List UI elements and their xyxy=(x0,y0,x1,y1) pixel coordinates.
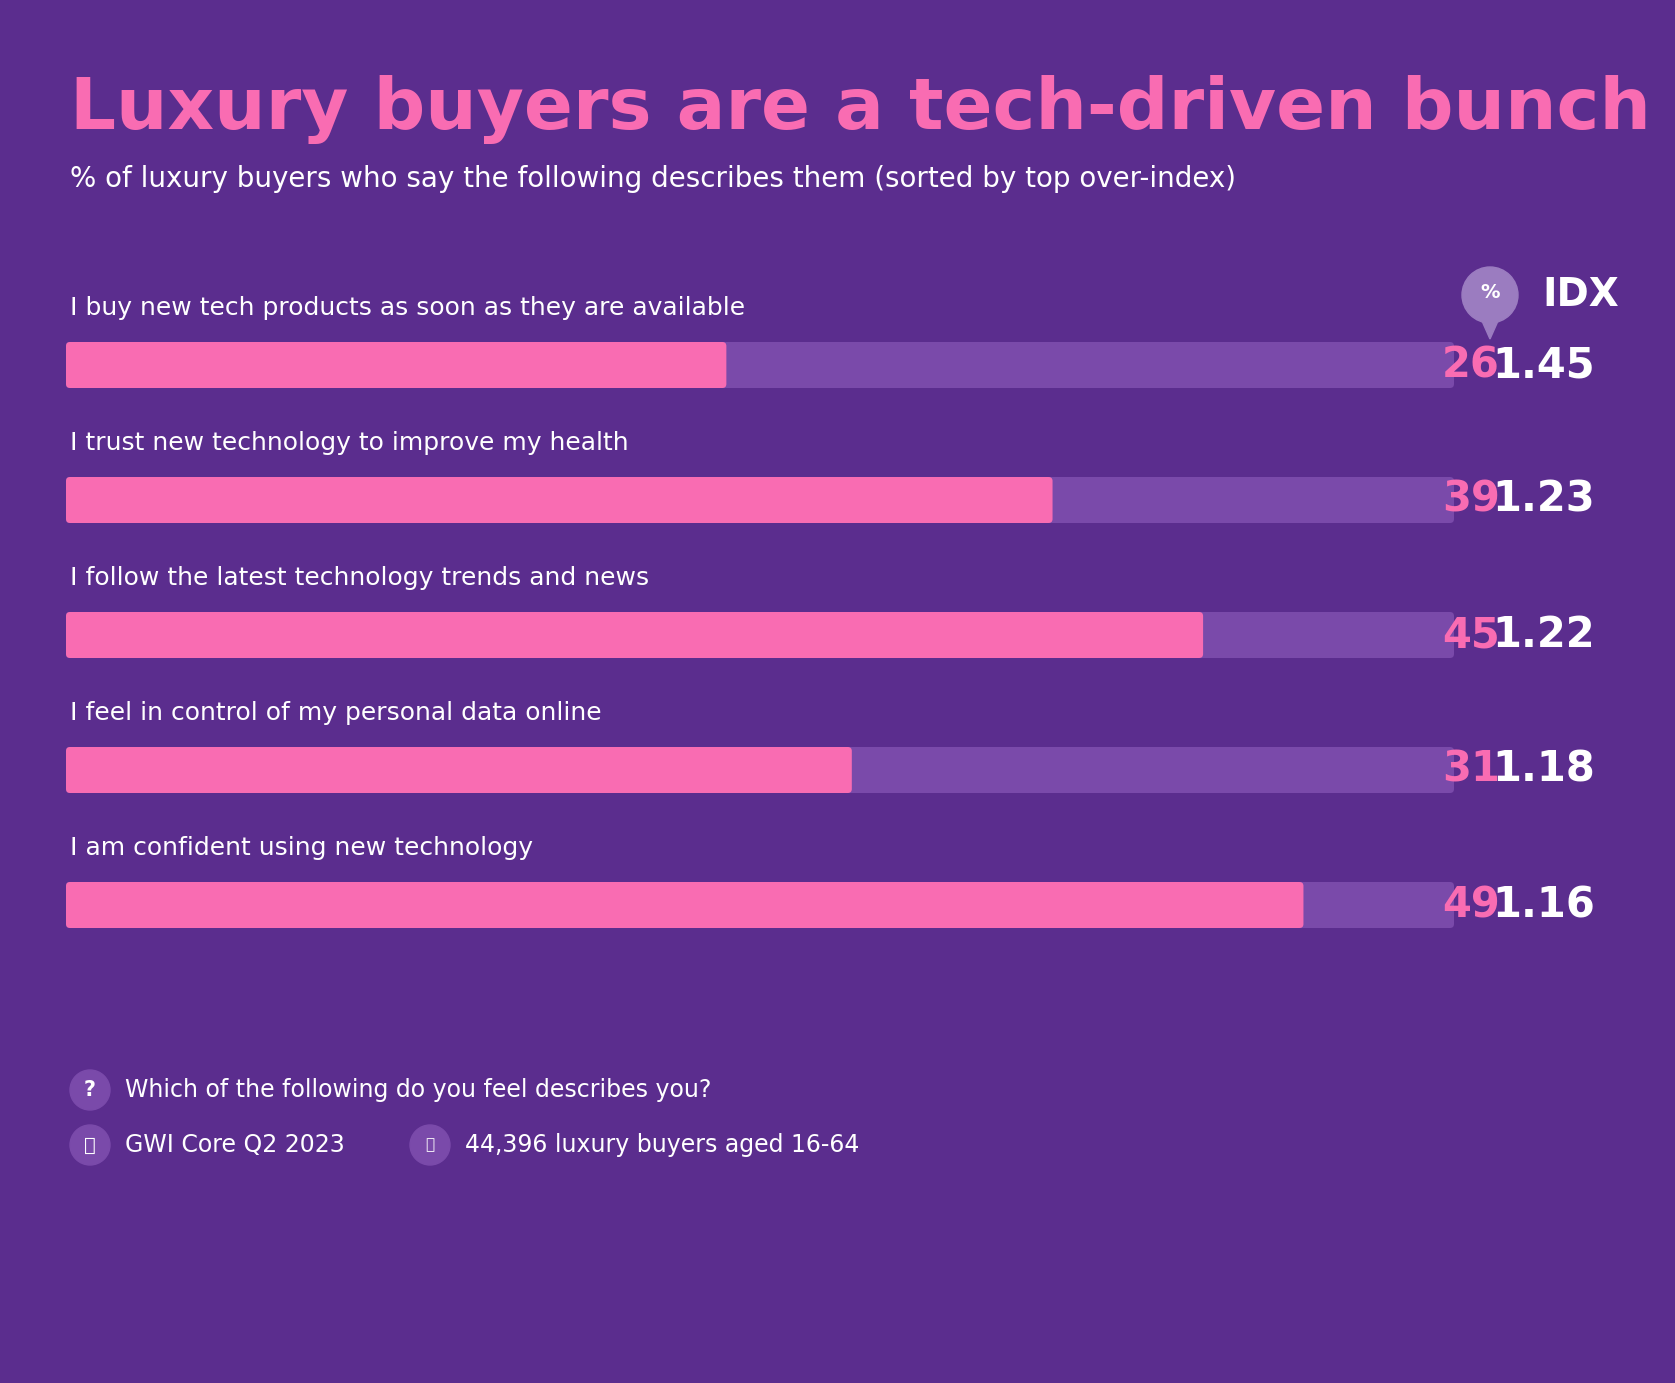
FancyBboxPatch shape xyxy=(65,613,1454,658)
Text: 44,396 luxury buyers aged 16-64: 44,396 luxury buyers aged 16-64 xyxy=(466,1133,859,1158)
Text: %: % xyxy=(1481,282,1499,301)
Text: 1.18: 1.18 xyxy=(1492,750,1595,791)
Text: 26: 26 xyxy=(1442,344,1501,386)
Text: 45: 45 xyxy=(1442,614,1501,656)
Text: Luxury buyers are a tech-driven bunch: Luxury buyers are a tech-driven bunch xyxy=(70,75,1652,144)
Text: IDX: IDX xyxy=(1543,277,1618,314)
FancyBboxPatch shape xyxy=(65,613,1203,658)
Circle shape xyxy=(70,1124,111,1164)
FancyBboxPatch shape xyxy=(65,747,1454,792)
Text: ?: ? xyxy=(84,1080,95,1099)
Circle shape xyxy=(1462,267,1518,324)
Text: I feel in control of my personal data online: I feel in control of my personal data on… xyxy=(70,701,601,725)
FancyBboxPatch shape xyxy=(65,477,1454,523)
Text: I buy new tech products as soon as they are available: I buy new tech products as soon as they … xyxy=(70,296,745,319)
Text: 1.45: 1.45 xyxy=(1492,344,1595,386)
FancyBboxPatch shape xyxy=(65,882,1303,928)
Text: 31: 31 xyxy=(1442,750,1501,791)
Text: 👥: 👥 xyxy=(425,1137,434,1152)
Text: I follow the latest technology trends and news: I follow the latest technology trends an… xyxy=(70,566,650,591)
Text: 49: 49 xyxy=(1442,884,1501,927)
Circle shape xyxy=(70,1070,111,1111)
Text: GWI Core Q2 2023: GWI Core Q2 2023 xyxy=(126,1133,345,1158)
Text: I am confident using new technology: I am confident using new technology xyxy=(70,835,533,860)
Text: 1.16: 1.16 xyxy=(1492,884,1595,927)
Text: Which of the following do you feel describes you?: Which of the following do you feel descr… xyxy=(126,1077,712,1102)
Text: % of luxury buyers who say the following describes them (sorted by top over-inde: % of luxury buyers who say the following… xyxy=(70,165,1236,194)
Text: Ⓠ: Ⓠ xyxy=(84,1135,95,1155)
Text: 1.22: 1.22 xyxy=(1492,614,1595,656)
FancyBboxPatch shape xyxy=(65,747,853,792)
FancyBboxPatch shape xyxy=(65,882,1454,928)
Text: 1.23: 1.23 xyxy=(1492,479,1595,521)
Text: 39: 39 xyxy=(1442,479,1501,521)
Text: I trust new technology to improve my health: I trust new technology to improve my hea… xyxy=(70,431,628,455)
FancyBboxPatch shape xyxy=(65,477,1052,523)
Circle shape xyxy=(410,1124,451,1164)
FancyBboxPatch shape xyxy=(65,342,1454,389)
Polygon shape xyxy=(1482,321,1497,339)
FancyBboxPatch shape xyxy=(65,342,727,389)
